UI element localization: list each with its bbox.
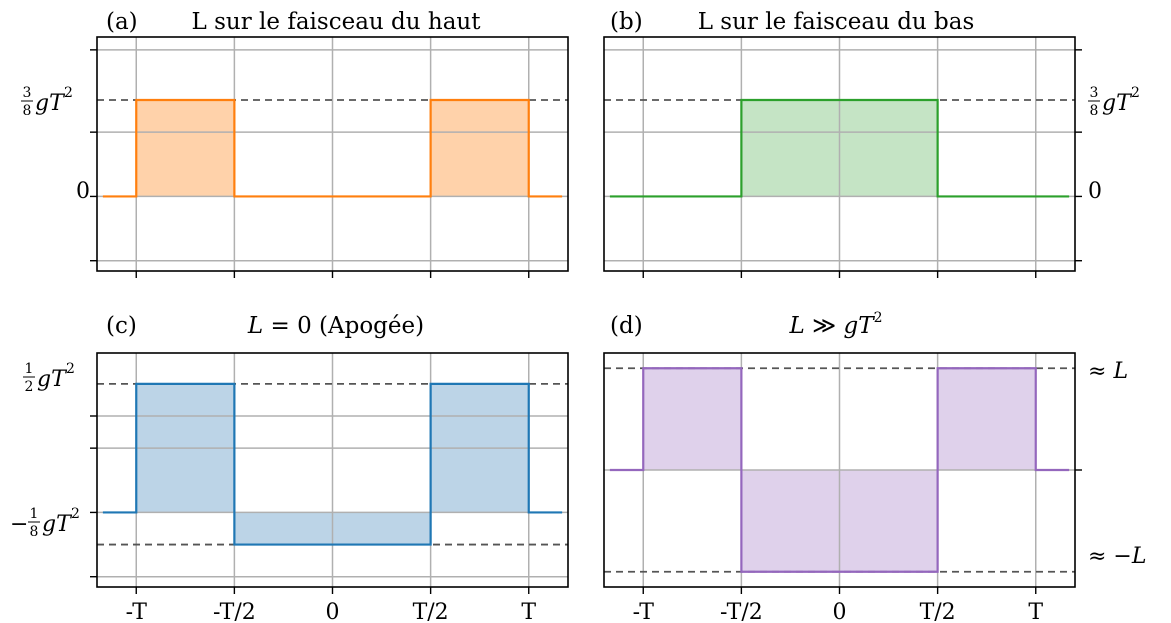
x-tick-label: 0 <box>326 600 340 623</box>
x-tick-label: -T <box>126 600 148 623</box>
panel-b-ytick-label-zero: 0 <box>1088 179 1102 204</box>
panel-a-label: (a) <box>106 9 138 35</box>
panel-b-ytick-label-three-eighths: 3 8 gT 2 <box>1088 85 1140 119</box>
g-t-squared: gT <box>37 367 68 392</box>
minus-sign: − <box>10 512 28 537</box>
fraction-numerator: 1 <box>25 361 34 377</box>
fraction-numerator: 1 <box>30 506 39 522</box>
step-line <box>102 382 563 546</box>
x-tick-label: T/2 <box>920 600 956 623</box>
x-tick-label: T/2 <box>413 600 449 623</box>
panel-b-label: (b) <box>610 9 643 35</box>
x-tick-label: -T/2 <box>213 600 256 623</box>
g-t-squared: gT <box>1102 91 1133 116</box>
g-t-squared: gT <box>42 512 73 537</box>
panel-a: (a) L sur le faisceau du haut 0 3 8 gT 2 <box>21 9 569 278</box>
g-t-squared: gT <box>35 91 66 116</box>
x-tick-label: T <box>1028 600 1043 623</box>
panel-d-step-line <box>609 367 1070 573</box>
ytick-label-text: ≈ L <box>1088 359 1128 384</box>
fraction-denominator: 8 <box>23 103 32 119</box>
x-tick-label: -T <box>633 600 655 623</box>
panel-c-step-line <box>102 382 563 546</box>
panel-c-ticks <box>90 415 530 594</box>
panel-a-ticks <box>90 49 530 278</box>
panel-b: (b) L sur le faisceau du bas 0 3 8 gT 2 <box>603 9 1140 278</box>
panel-d: (d) L ≫ gT2 ≈ L ≈ −L -T -T/2 0 T/2 T <box>603 310 1146 623</box>
panel-a-title: L sur le faisceau du haut <box>192 9 482 35</box>
step-line <box>102 98 563 198</box>
ytick-label-text: ≈ −L <box>1088 544 1146 569</box>
fraction-numerator: 3 <box>1090 85 1099 101</box>
panel-c-title-text: L = 0 (Apogée) <box>247 313 424 339</box>
fraction-numerator: 3 <box>23 85 32 101</box>
panel-d-label: (d) <box>610 313 643 339</box>
panel-d-xtick-labels: -T -T/2 0 T/2 T <box>633 600 1044 623</box>
panel-d-title-text: L ≫ gT2 <box>789 310 883 339</box>
x-tick-label: T <box>521 600 536 623</box>
panel-d-ytick-label-approx-l: ≈ L <box>1088 359 1128 384</box>
x-tick-label: 0 <box>833 600 847 623</box>
filled-region <box>937 368 1036 470</box>
panel-b-step-line <box>609 98 1070 198</box>
panel-d-title: L ≫ gT2 <box>789 310 883 339</box>
exponent-2: 2 <box>64 85 73 101</box>
panel-b-grid <box>604 37 1075 271</box>
panel-a-step-line <box>102 98 563 198</box>
panel-c-title: L = 0 (Apogée) <box>247 313 424 339</box>
fraction-denominator: 2 <box>25 379 34 395</box>
panel-c-label: (c) <box>106 313 137 339</box>
filled-region <box>430 100 529 197</box>
panel-d-ytick-label-approx-minus-l: ≈ −L <box>1088 544 1146 569</box>
exponent-2: 2 <box>66 361 75 377</box>
panel-b-title: L sur le faisceau du bas <box>698 9 975 35</box>
panel-c-ytick-label-minus-one-eighth: − 1 8 gT 2 <box>10 506 80 540</box>
panel-a-ytick-label-zero: 0 <box>76 179 90 204</box>
filled-region <box>136 100 235 197</box>
panel-c-ytick-label-one-half: 1 2 gT 2 <box>23 361 75 395</box>
filled-region <box>643 368 742 470</box>
step-line <box>609 367 1070 573</box>
panel-a-ytick-label-three-eighths: 3 8 gT 2 <box>21 85 73 119</box>
x-tick-label: -T/2 <box>720 600 763 623</box>
step-line <box>609 98 1070 198</box>
fraction-denominator: 8 <box>30 524 39 540</box>
exponent-2: 2 <box>71 506 80 522</box>
panel-b-ticks <box>642 49 1082 278</box>
fraction-denominator: 8 <box>1090 103 1099 119</box>
panel-c-xtick-labels: -T -T/2 0 T/2 T <box>126 600 537 623</box>
panel-a-fill <box>136 100 529 197</box>
exponent-2: 2 <box>1131 85 1140 101</box>
panel-d-ticks <box>642 469 1082 594</box>
panel-c: (c) L = 0 (Apogée) 1 2 gT 2 − 1 8 gT 2 -… <box>10 313 569 623</box>
